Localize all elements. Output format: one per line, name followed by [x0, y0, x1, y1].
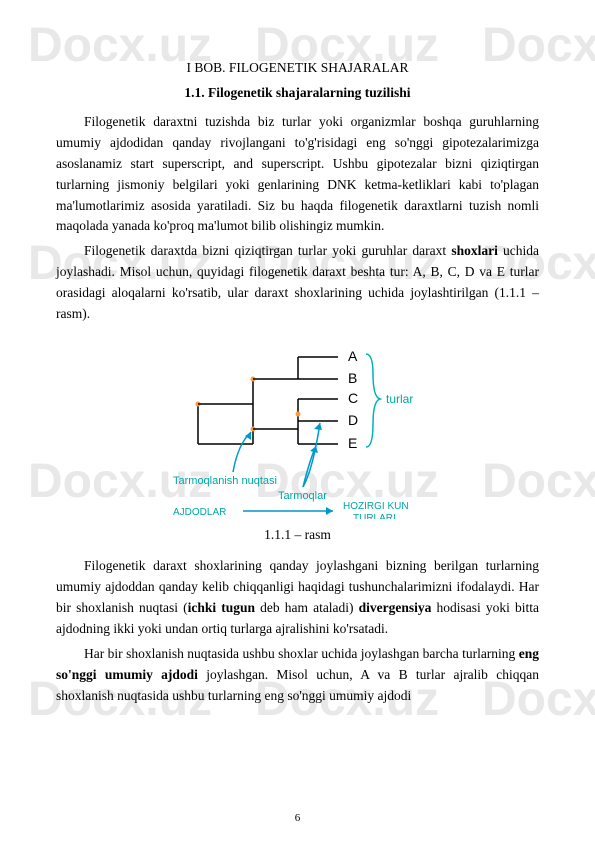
svg-text:A: A [348, 348, 358, 364]
svg-text:C: C [348, 390, 358, 406]
diagram-caption: 1.1.1 – rasm [56, 525, 539, 546]
document-body: I BOB. FILOGENETIK SHAJARALAR 1.1. Filog… [0, 0, 595, 730]
svg-text:Tarmoqlanish nuqtasi: Tarmoqlanish nuqtasi [173, 475, 277, 487]
page-number: 6 [295, 812, 301, 824]
svg-text:turlar: turlar [386, 392, 413, 406]
section-title: 1.1. Filogenetik shajaralarning tuzilish… [56, 83, 539, 104]
svg-text:D: D [348, 412, 358, 428]
para2-text-a: Filogenetik daraxtda bizni qiziqtirgan t… [84, 243, 451, 258]
svg-text:Tarmoqlar: Tarmoqlar [278, 490, 327, 502]
svg-text:HOZIRGI KUN: HOZIRGI KUN [343, 501, 409, 512]
paragraph-1: Filogenetik daraxtni tuzishda biz turlar… [56, 112, 539, 238]
phylogenetic-tree-diagram: A B C D E turlar Tarmoqlanish nuqtasi Ta… [138, 339, 458, 519]
para3-bold-d: divergensiya [359, 600, 432, 615]
para2-bold: shoxlari [451, 243, 498, 258]
svg-text:AJDODLAR: AJDODLAR [173, 507, 226, 518]
svg-text:TURLARI: TURLARI [353, 513, 396, 519]
svg-text:B: B [348, 370, 357, 386]
para3-bold-b: ichki tugun [188, 600, 255, 615]
para3-text-c: deb ham ataladi) [255, 600, 359, 615]
para4-text-a: Har bir shoxlanish nuqtasida ushbu shoxl… [84, 646, 519, 661]
chapter-title: I BOB. FILOGENETIK SHAJARALAR [56, 58, 539, 79]
svg-text:E: E [348, 435, 357, 451]
paragraph-2: Filogenetik daraxtda bizni qiziqtirgan t… [56, 241, 539, 325]
paragraph-4: Har bir shoxlanish nuqtasida ushbu shoxl… [56, 644, 539, 707]
paragraph-3: Filogenetik daraxt shoxlarining qanday j… [56, 556, 539, 640]
